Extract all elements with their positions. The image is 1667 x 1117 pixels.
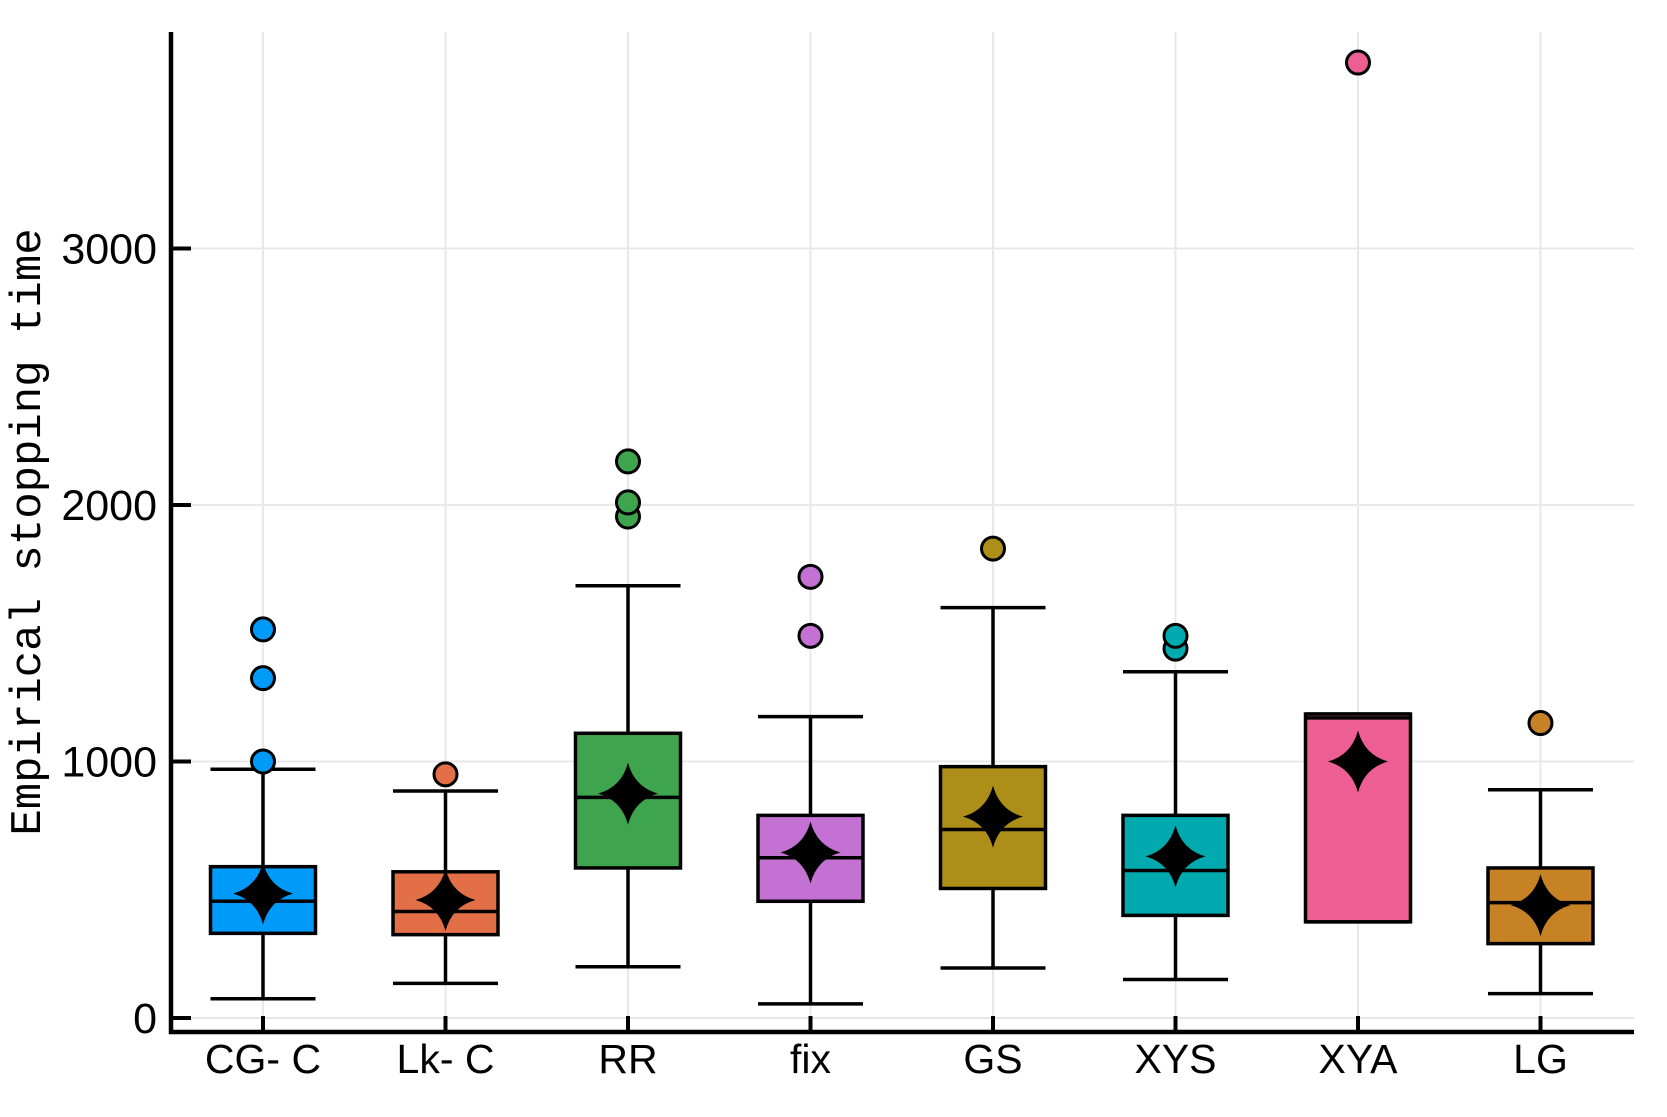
outlier-point [980,535,1006,562]
outlier-point [432,761,459,788]
x-tick-label-cg-c: CG- C [205,1036,321,1082]
mean-marker [415,869,476,932]
y-tick-label-3000: 3000 [61,226,157,274]
outlier-point [615,448,641,475]
y-tick-label-0: 0 [133,995,157,1043]
series-xys [1121,622,1230,982]
y-tick-label-1000: 1000 [61,739,157,787]
series-fix [756,563,865,1006]
outlier-point [250,616,276,643]
mean-marker [1328,730,1388,793]
series-cg-c [208,616,318,1001]
outlier-point [797,622,824,649]
y-tick-label-2000: 2000 [61,482,157,530]
x-tick-label-xys: XYS [1134,1036,1216,1082]
x-tick-label-lg: LG [1513,1036,1568,1082]
series-xya [1303,49,1413,924]
outlier-point [615,489,641,516]
mean-marker [233,862,293,925]
series-lg [1486,710,1595,996]
x-tick-label-lk-c: Lk- C [397,1036,495,1082]
mean-marker [963,785,1023,848]
series-lk-c [391,761,500,986]
series-gs [938,535,1048,970]
mean-marker [1510,874,1571,937]
outlier-point [1162,622,1189,649]
outlier-point [797,563,824,590]
mean-marker [1145,825,1206,888]
x-tick-label-xya: XYA [1319,1036,1399,1082]
outlier-point [250,665,276,692]
x-tick-label-rr: RR [598,1036,657,1082]
x-tick-label-fix: fix [790,1036,832,1082]
mean-marker [780,821,841,884]
outlier-point [250,748,276,775]
outlier-point [1527,710,1554,737]
outlier-point [1345,49,1371,76]
series-rr [573,448,683,969]
y-axis-label: Empirical stopping time [4,228,54,835]
x-tick-label-gs: GS [963,1036,1022,1082]
mean-marker [598,762,658,825]
